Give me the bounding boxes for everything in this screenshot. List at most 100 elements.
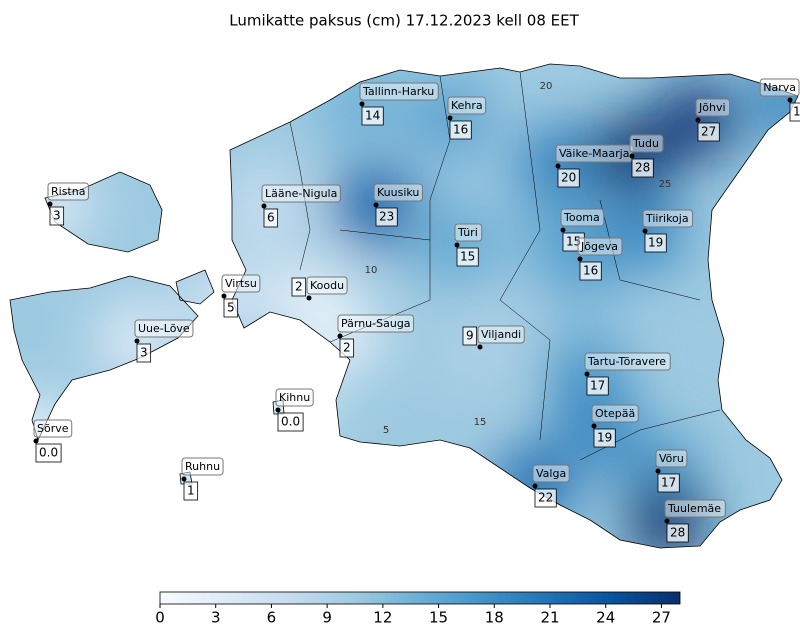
value-box — [697, 122, 720, 142]
value-box — [375, 207, 398, 227]
value-box — [223, 298, 239, 318]
station-name: Kuusiku — [377, 186, 419, 199]
colorbar-tick-label: 24 — [596, 609, 615, 627]
station-value: 3 — [53, 209, 61, 223]
colorbar-tick-label: 15 — [429, 609, 448, 627]
station-name: Viljandi — [481, 328, 521, 341]
station-name: Pärnu-Sauga — [341, 317, 411, 330]
station-name: Tudu — [632, 137, 659, 150]
station-value: 15 — [460, 250, 475, 264]
station-dot — [591, 423, 597, 429]
name-box — [134, 319, 194, 338]
colorbar-tick-label: 9 — [322, 609, 332, 627]
station-dot — [261, 203, 267, 209]
station-value: 28 — [670, 526, 685, 540]
station-name: Otepää — [595, 407, 635, 420]
value-box — [339, 338, 355, 358]
station-value: 16 — [583, 264, 598, 278]
station-dot — [134, 338, 140, 344]
name-box — [629, 134, 664, 153]
name-box — [555, 144, 633, 163]
value-box — [263, 208, 279, 228]
station-name: Valga — [536, 467, 566, 480]
value-box — [35, 443, 62, 463]
contour-label: 10 — [365, 265, 378, 276]
station-name: Koodu — [310, 279, 344, 292]
value-box — [462, 326, 478, 346]
value-box — [657, 473, 680, 493]
station-dot — [33, 438, 39, 444]
station-dot — [555, 163, 561, 169]
station-dot — [337, 333, 343, 339]
name-box — [664, 499, 726, 518]
colorbar-tick-label: 12 — [373, 609, 392, 627]
name-box — [306, 276, 348, 295]
name-box — [591, 404, 639, 423]
station-value: 19 — [597, 431, 612, 445]
name-box — [221, 274, 261, 293]
station-value: 14 — [365, 109, 380, 123]
value-box — [631, 158, 654, 178]
name-box — [584, 352, 671, 371]
name-box — [181, 457, 224, 476]
station-dot — [787, 97, 793, 103]
station-name: Tuulemäe — [667, 502, 721, 515]
station-value: 28 — [635, 161, 650, 175]
contour-label: 25 — [659, 179, 672, 190]
value-box — [579, 261, 602, 281]
name-box — [577, 237, 623, 256]
station-dot — [695, 117, 701, 123]
station-name: Narva — [763, 81, 796, 94]
station-name: Sõrve — [37, 422, 69, 435]
station-value: 22 — [538, 491, 553, 505]
colorbar-tick-label: 3 — [211, 609, 221, 627]
station-value: 27 — [701, 125, 716, 139]
station-name: Kehra — [451, 99, 483, 112]
station-name: Lääne-Nigula — [265, 187, 337, 200]
value-box — [586, 376, 609, 396]
colorbar — [159, 591, 681, 605]
station-dot — [181, 476, 187, 482]
station-value: 17 — [661, 476, 676, 490]
station-name: Jõgeva — [580, 240, 618, 253]
name-box — [47, 182, 89, 201]
name-box — [261, 184, 341, 203]
colorbar-tick-label: 6 — [267, 609, 277, 627]
name-box — [532, 464, 570, 483]
value-box — [291, 277, 307, 297]
station-value: 0.0 — [281, 415, 300, 429]
station-value: 2 — [295, 280, 303, 294]
station-dot — [306, 295, 312, 301]
station-dot — [275, 407, 281, 413]
station-name: Virtsu — [225, 277, 257, 290]
station-dot — [47, 201, 53, 207]
contour-label: 5 — [383, 425, 389, 436]
contour-label: 20 — [540, 81, 553, 92]
station-dot — [532, 483, 538, 489]
station-value: 6 — [267, 211, 275, 225]
station-value: 20 — [561, 171, 576, 185]
name-box — [33, 419, 73, 438]
value-box — [534, 488, 557, 508]
station-dot — [221, 293, 227, 299]
colorbar-tick-label: 21 — [540, 609, 559, 627]
station-value: 1 — [187, 484, 195, 498]
station-value: 3 — [140, 346, 148, 360]
value-box — [644, 233, 667, 253]
station-dot — [584, 371, 590, 377]
station-name: Kihnu — [279, 391, 310, 404]
name-box — [275, 388, 314, 407]
colorbar-tick-label: 27 — [652, 609, 671, 627]
station-dot — [373, 202, 379, 208]
value-box — [557, 168, 580, 188]
name-box — [642, 209, 694, 228]
station-value: 16 — [453, 123, 468, 137]
value-box — [666, 523, 689, 543]
station-name: Tallinn-Harku — [362, 85, 434, 98]
station-name: Tiirikoja — [645, 212, 689, 225]
value-box — [562, 232, 585, 252]
name-box — [447, 96, 487, 115]
station-dot — [655, 468, 661, 474]
map-title: Lumikatte paksus (cm) 17.12.2023 kell 08… — [229, 12, 579, 30]
name-box — [477, 325, 525, 344]
